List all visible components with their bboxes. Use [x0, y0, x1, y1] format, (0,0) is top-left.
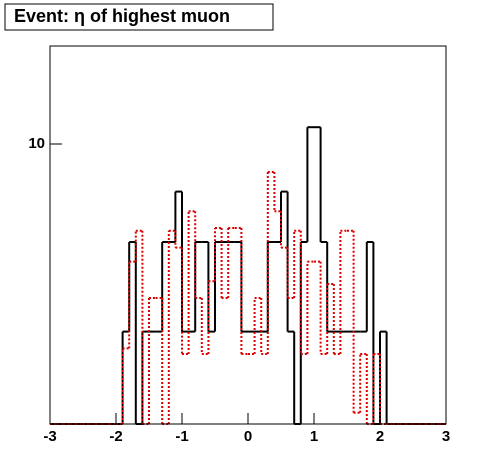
x-tick-label: 2: [376, 428, 384, 445]
x-tick-label: 0: [244, 428, 252, 445]
x-tick-label: 3: [442, 428, 450, 445]
y-tick-label: 10: [28, 135, 45, 152]
title-box: [4, 3, 274, 31]
x-tick-label: -1: [175, 428, 188, 445]
x-tick-label: -3: [43, 428, 56, 445]
chart-title: Event: η of highest muon: [14, 6, 230, 26]
x-tick-label: 1: [310, 428, 318, 445]
x-tick-label: -2: [109, 428, 122, 445]
